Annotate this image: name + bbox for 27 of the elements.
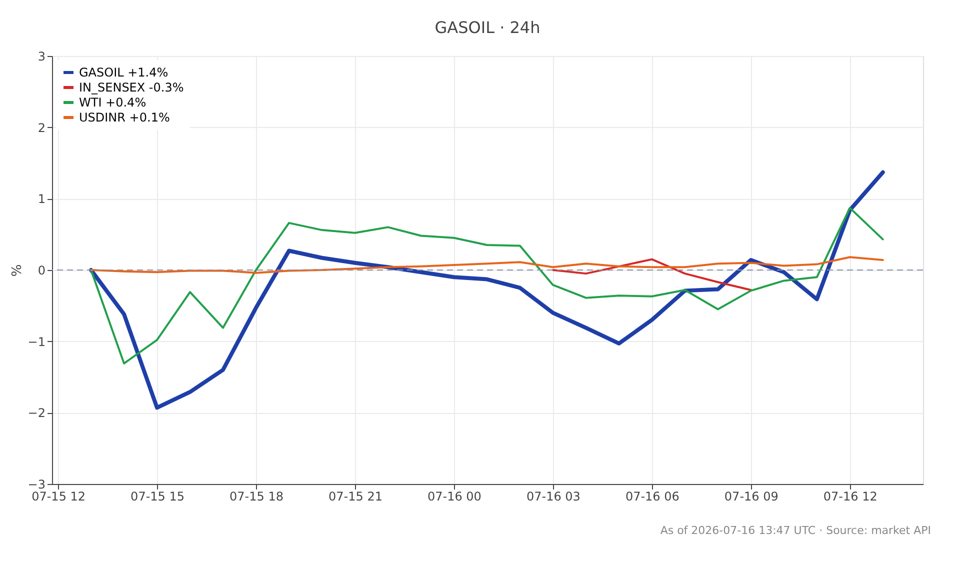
legend-label: WTI +0.4% [79,96,146,110]
x-tick-label: 07-15 18 [230,490,284,504]
legend-label: IN_SENSEX -0.3% [79,80,184,94]
x-tick-label: 07-16 09 [724,490,778,504]
x-tick-label: 07-16 12 [823,490,878,504]
y-tick-label: −2 [28,406,46,420]
x-tick-label: 07-16 00 [427,490,482,504]
text: As of 2026-07-16 13:47 UTC · Source: market API [660,524,931,537]
x-tick-label: 07-15 15 [130,490,184,504]
x-tick-label: 07-16 03 [526,490,580,504]
x-tick-label: 07-15 12 [32,490,86,504]
line-series [90,256,884,274]
y-tick-label: 0 [38,264,46,278]
y-tick-label: −1 [28,334,46,349]
line-series [552,258,752,291]
x-tick-label: 07-15 21 [328,490,382,504]
legend-label: USDINR +0.1% [79,110,170,124]
y-tick-label: 1 [38,192,46,206]
legend-label: GASOIL +1.4% [79,66,168,80]
y-tick-label: 2 [38,120,46,135]
y-tick-label: −3 [28,478,46,492]
y-axis-title: % [10,264,25,277]
y-tick-label: 3 [38,50,46,64]
chart-title: GASOIL · 24h [434,18,540,37]
line-series [89,170,885,410]
x-tick-label: 07-16 06 [625,490,680,504]
line-series [90,206,884,364]
